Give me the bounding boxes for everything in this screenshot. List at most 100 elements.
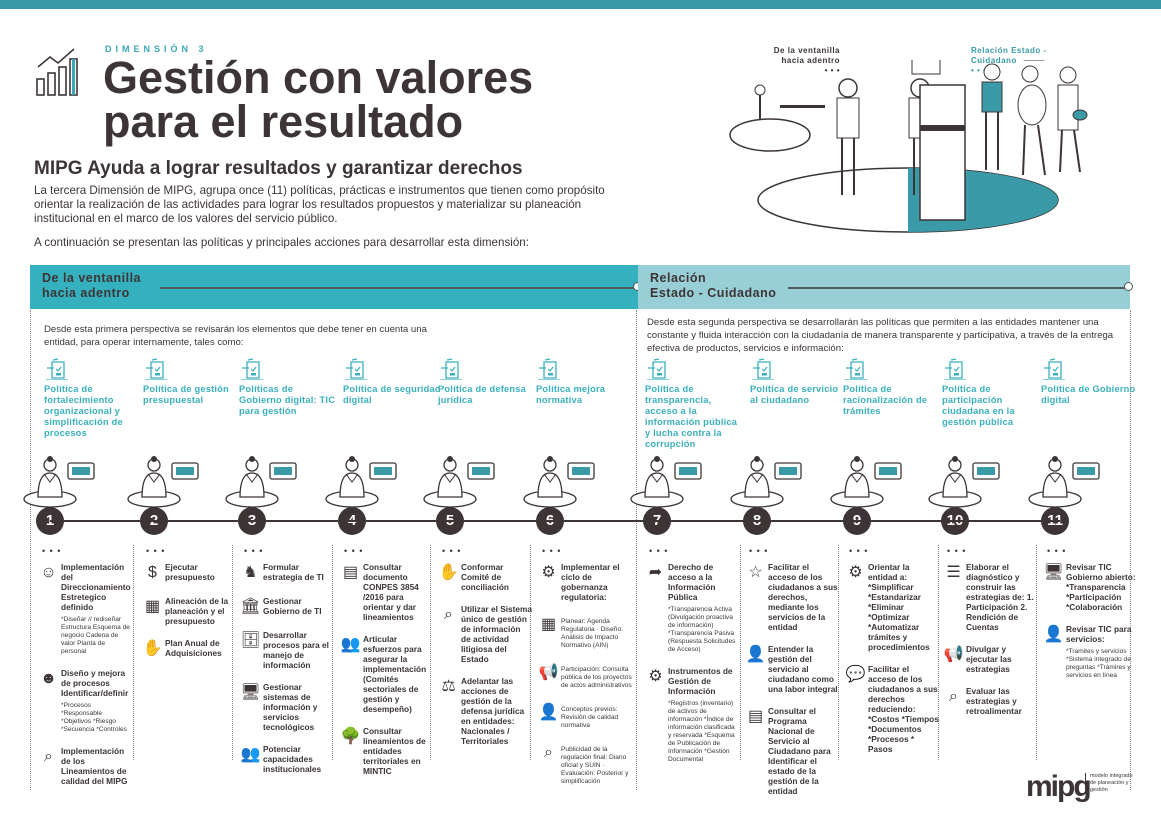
policy-title: Política mejora normativa [536, 384, 606, 405]
action-item: ▤ Consultar el Programa Nacional de Servi… [743, 706, 839, 796]
chart-magnifier-icon: ⌕ [544, 744, 553, 761]
action-title: Implementación del Direccionamiento Estr… [61, 562, 131, 612]
action-item: ▦ Planear: Agenda Regulatoria · Diseño: A… [536, 614, 632, 650]
megaphone-icon: 📢 [538, 664, 559, 681]
action-item: ⚙ Instrumentos de Gestión de Información *… [643, 666, 739, 764]
person-illustration [827, 455, 907, 515]
policy-11: Política de Gobierno digital [1041, 358, 1139, 406]
action-item: 🖥 Revisar TIC Gobierno abierto: *Transpar… [1041, 562, 1137, 612]
action-item: 👥 Articular esfuerzos para asegurar la im… [338, 634, 434, 714]
action-item: $ Ejecutar presupuesto [140, 562, 236, 584]
policy-document-icon [944, 358, 966, 380]
policy-6: Política mejora normativa [536, 358, 634, 406]
action-item: 👥 Potenciar capacidades institucionales [238, 744, 334, 774]
quality-magnifier-icon: ⌕ [44, 748, 53, 765]
action-item: ♞ Formular estrategia de TI [238, 562, 334, 584]
policy-title: Política de participación ciudadana en l… [942, 384, 1015, 427]
action-title: Consultar documento CONPES 3854 /2016 pa… [363, 562, 419, 622]
action-item: ☆ Facilitar el acceso de los ciudadanos a… [743, 562, 839, 632]
intro-text: La tercera Dimensión de MIPG, agrupa onc… [34, 184, 605, 225]
action-title: Adelantar las acciones de gestión de la … [461, 676, 525, 746]
policy-7: Política de transparencia, acceso a la i… [645, 358, 743, 450]
band-dot [1124, 282, 1133, 291]
policy-title: Política de servicio al ciudadano [750, 384, 839, 405]
subtitle: MIPG Ayuda a lograr resultados y garanti… [34, 158, 523, 179]
action-item: 📢 Divulgar y ejecutar las estrategias [941, 644, 1037, 674]
intro-text-2: A continuación se presentan las política… [34, 236, 529, 249]
column-divider [133, 545, 134, 760]
action-item: ⚙ Implementar el ciclo de gobernanza regu… [536, 562, 632, 602]
action-details: Participación: Consulta pública de los p… [561, 666, 632, 689]
policy-9: Política de racionalización de trámites [843, 358, 941, 417]
dots-divider: • • • [849, 546, 869, 556]
action-item: 📢 Participación: Consulta pública de los … [536, 662, 632, 690]
action-title: Gestionar Gobierno de TI [263, 596, 322, 616]
actions-column-8: ☆ Facilitar el acceso de los ciudadanos a… [743, 562, 839, 808]
actions-column-5: ✋ Conformar Comité de conciliación ⌕ Utiliz… [436, 562, 532, 758]
action-title: Evaluar las estrategias y retroalimentar [966, 686, 1022, 716]
person-illustration [222, 455, 302, 515]
person-illustration [420, 455, 500, 515]
action-details: *Transparencia Activa (Divulgación proac… [668, 606, 736, 653]
conpes-document-icon: ▤ [342, 564, 359, 581]
hero-illustration [729, 60, 1088, 233]
growth-chart-icon [36, 48, 78, 96]
perspective-band-internal: De la ventanilla hacia adentro [30, 265, 642, 309]
hero-label-left: De la ventanilla hacia adentro • • • [773, 46, 840, 75]
policy-title: Política de Gobierno digital [1041, 384, 1136, 405]
action-item: 🌳 Consultar lineamientos de entidades ter… [338, 726, 434, 776]
dots-divider: • • • [42, 546, 62, 556]
column-divider [938, 545, 939, 760]
action-item: 👤 Entender la gestión del servicio al ciu… [743, 644, 839, 694]
action-item: ⌕ Evaluar las estrategias y retroalimenta… [941, 686, 1037, 716]
person-illustration [1025, 455, 1105, 515]
policy-8: Política de servicio al ciudadano [750, 358, 848, 406]
action-item: 🗄 Desarrollar procesos para el manejo de … [238, 630, 334, 670]
policy-title: Política de gestión presupuestal [143, 384, 229, 405]
dots-divider: • • • [344, 546, 364, 556]
person-illustration [727, 455, 807, 515]
perspective-description-citizen: Desde esta segunda perspectiva se desarr… [647, 317, 1114, 354]
action-item: 👤 Conceptos previos: Revisión de calidad … [536, 702, 632, 730]
action-item: 💬 Facilitar el acceso de los ciudadanos a… [843, 664, 939, 754]
policy-title: Política de transparencia, acceso a la i… [645, 384, 738, 449]
actions-column-7: ➦ Derecho de acceso a la Información Públ… [643, 562, 739, 776]
tree-territories-icon: 🌳 [340, 728, 361, 745]
action-details: Planear: Agenda Regulatoria · Diseño: An… [561, 618, 623, 649]
policy-document-icon [345, 358, 367, 380]
government-building-icon: 🏛 [240, 598, 261, 615]
pnsc-document-icon: ▤ [747, 708, 764, 725]
column-divider [430, 545, 431, 760]
perspective-description-internal: Desde esta primera perspectiva se revisa… [44, 324, 427, 348]
action-title: Desarrollar procesos para el manejo de i… [263, 630, 329, 670]
actions-column-2: $ Ejecutar presupuesto ▦ Alineación de la p… [140, 562, 236, 672]
action-title: Orientar la entidad a: *Simplificar *Est… [868, 562, 930, 652]
head-gear-icon: ☺ [40, 564, 57, 581]
policy-4: Política de seguridad digital [343, 358, 441, 406]
action-item: ☰ Elaborar el diagnóstico y construir las… [941, 562, 1037, 632]
action-title: Facilitar el acceso de los ciudadanos a … [768, 562, 838, 632]
policy-2: Política de gestión presupuestal [143, 358, 241, 406]
actions-column-11: 🖥 Revisar TIC Gobierno abierto: *Transpar… [1041, 562, 1137, 692]
committee-icon: 👥 [340, 636, 361, 653]
tic-monitor-icon: 🖥 [1043, 564, 1064, 581]
gears-icon: ⚙ [848, 564, 863, 581]
action-title: Conformar Comité de conciliación [461, 562, 509, 592]
service-agent-icon: 👤 [745, 646, 766, 663]
evaluate-magnifier-icon: ⌕ [949, 688, 958, 705]
action-title: Implementar el ciclo de gobernanza regul… [561, 562, 620, 602]
policy-title: Política de defensa jurídica [438, 384, 527, 405]
action-title: Divulgar y ejecutar las estrategias [966, 644, 1012, 674]
dots-divider: • • • [947, 546, 967, 556]
network-chess-icon: ♞ [243, 564, 258, 581]
person-illustration [627, 455, 707, 515]
policy-document-icon [752, 358, 774, 380]
logo-tagline: modelo integrado de planeación y gestión [1085, 773, 1137, 794]
megaphone-icon: 📢 [943, 646, 964, 663]
policy-document-icon [845, 358, 867, 380]
band-line [160, 287, 638, 289]
action-item: ▦ Alineación de la planeación y el presup… [140, 596, 236, 626]
action-details: *Diseñar // rediseñar Estructura Esquema… [61, 616, 130, 655]
band-line [788, 287, 1128, 289]
action-item: ☺ Implementación del Direccionamiento Est… [36, 562, 132, 656]
